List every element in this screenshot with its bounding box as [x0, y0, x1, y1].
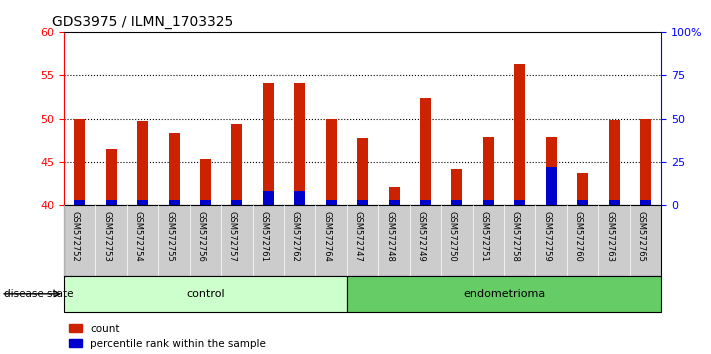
Text: GDS3975 / ILMN_1703325: GDS3975 / ILMN_1703325 [52, 16, 233, 29]
Bar [451, 200, 462, 205]
Bar [388, 187, 400, 205]
Bar [263, 192, 274, 205]
Text: GSM572748: GSM572748 [385, 211, 394, 262]
Bar [514, 64, 525, 205]
Text: GSM572760: GSM572760 [574, 211, 582, 262]
Text: GSM572763: GSM572763 [605, 211, 614, 262]
Bar [263, 83, 274, 205]
Bar [326, 200, 337, 205]
Bar [483, 200, 494, 205]
Bar [640, 200, 651, 205]
Text: GSM572762: GSM572762 [291, 211, 300, 262]
Bar [514, 200, 525, 205]
Bar [137, 121, 148, 205]
Bar [326, 119, 337, 205]
Bar [200, 200, 211, 205]
Bar [577, 200, 588, 205]
Bar [294, 83, 305, 205]
Bar [388, 200, 400, 205]
Bar [169, 200, 179, 205]
Bar [200, 159, 211, 205]
Text: GSM572761: GSM572761 [260, 211, 268, 262]
Bar [231, 124, 242, 205]
Bar [609, 120, 619, 205]
Text: GSM572755: GSM572755 [165, 211, 174, 262]
Text: GSM572756: GSM572756 [196, 211, 205, 262]
Bar [74, 200, 85, 205]
Bar [294, 192, 305, 205]
Text: GSM572749: GSM572749 [417, 211, 425, 262]
Bar [106, 149, 117, 205]
Bar [357, 200, 368, 205]
Text: GSM572753: GSM572753 [102, 211, 111, 262]
Bar [64, 276, 347, 312]
Text: GSM572759: GSM572759 [542, 211, 551, 262]
Bar [546, 137, 557, 205]
Text: GSM572754: GSM572754 [134, 211, 143, 262]
Bar [106, 200, 117, 205]
Bar [420, 98, 431, 205]
Text: GSM572757: GSM572757 [228, 211, 237, 262]
Bar [609, 200, 619, 205]
Text: disease state: disease state [4, 289, 73, 299]
Text: endometrioma: endometrioma [463, 289, 545, 299]
Bar [546, 167, 557, 205]
Bar [74, 119, 85, 205]
Bar [169, 133, 179, 205]
Text: GSM572758: GSM572758 [510, 211, 520, 262]
Bar [231, 200, 242, 205]
Text: GSM572750: GSM572750 [448, 211, 457, 262]
Text: GSM572752: GSM572752 [70, 211, 80, 262]
Bar [640, 119, 651, 205]
Text: GSM572751: GSM572751 [479, 211, 488, 262]
Bar [347, 276, 661, 312]
Bar [577, 173, 588, 205]
Text: GSM572765: GSM572765 [636, 211, 646, 262]
Bar [420, 200, 431, 205]
Bar [451, 169, 462, 205]
Text: GSM572764: GSM572764 [322, 211, 331, 262]
Text: control: control [186, 289, 225, 299]
Bar [137, 200, 148, 205]
Text: GSM572747: GSM572747 [353, 211, 363, 262]
Bar [483, 137, 494, 205]
Legend: count, percentile rank within the sample: count, percentile rank within the sample [69, 324, 266, 349]
Bar [357, 138, 368, 205]
